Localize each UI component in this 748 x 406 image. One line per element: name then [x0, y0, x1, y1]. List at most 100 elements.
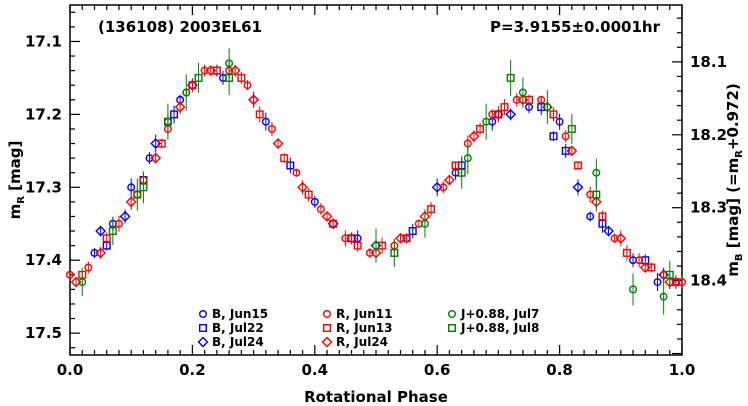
point-r-circle — [439, 183, 448, 192]
point-r-square — [353, 241, 362, 250]
point-r-square — [102, 234, 111, 243]
point-j-square — [457, 168, 466, 177]
legend-label: B, Jun15 — [212, 307, 268, 321]
legend-marker — [448, 324, 457, 333]
point-r-diamond — [492, 108, 504, 120]
point-b-circle — [145, 154, 154, 163]
point-r-square — [647, 263, 656, 272]
point-r-diamond — [272, 138, 284, 149]
point-j-circle — [463, 154, 472, 163]
y-tick-label-left: 17.2 — [25, 105, 62, 123]
point-b-diamond — [95, 225, 107, 237]
point-b-circle — [653, 278, 662, 287]
point-j-square — [194, 73, 203, 82]
point-b-square — [170, 110, 179, 119]
point-j-circle — [543, 103, 552, 112]
y-tick-label-right: 18.3 — [690, 199, 727, 217]
point-r-square — [622, 248, 631, 257]
point-b-square — [549, 132, 558, 141]
point-j-circle — [592, 168, 601, 177]
point-r-circle — [267, 124, 276, 133]
point-r-diamond — [174, 101, 186, 113]
point-r-diamond — [95, 247, 107, 259]
data-points — [65, 48, 687, 315]
annotation-object-name: (136108) 2003EL61 — [98, 18, 262, 36]
point-j-circle — [629, 285, 638, 294]
point-r-circle — [316, 205, 325, 214]
point-b-circle — [127, 183, 136, 192]
point-j-square — [567, 124, 576, 133]
point-r-diamond — [321, 211, 333, 222]
point-r-diamond — [346, 232, 357, 244]
x-tick-label: 0.2 — [179, 361, 206, 379]
x-tick-label: 1.0 — [669, 361, 696, 379]
legend-label: J+0.88, Jul7 — [460, 307, 539, 321]
point-b-circle — [90, 248, 99, 257]
legend-label: J+0.88, Jul8 — [460, 321, 539, 335]
plot-frame — [69, 4, 683, 356]
point-r-square — [427, 205, 436, 214]
point-j-circle — [182, 88, 191, 97]
point-r-square — [671, 278, 680, 287]
point-r-square — [476, 124, 485, 133]
y-tick-label-right: 18.1 — [690, 53, 727, 71]
legend-marker — [323, 310, 332, 319]
point-j-square — [592, 190, 601, 199]
point-r-diamond — [125, 196, 137, 208]
point-r-diamond — [229, 65, 241, 77]
point-b-diamond — [603, 225, 615, 237]
x-axis-title: Rotational Phase — [304, 388, 448, 406]
x-tick-label: 0.8 — [546, 361, 573, 379]
axis-ticks — [69, 5, 683, 355]
y-axis-title-right: mB [mag] (=mR+0.972) — [724, 83, 745, 277]
point-r-square — [402, 234, 411, 243]
point-r-square — [255, 110, 264, 119]
point-j-circle — [133, 190, 142, 199]
point-r-square — [280, 154, 289, 163]
point-r-square — [237, 73, 246, 82]
point-r-circle — [610, 234, 619, 243]
x-tick-label: 0.0 — [57, 361, 84, 379]
point-r-diamond — [150, 152, 162, 164]
point-r-diamond — [205, 65, 217, 77]
point-r-circle — [365, 248, 374, 257]
y-axis-title-left: mR [mag] — [6, 141, 27, 220]
point-j-square — [506, 73, 515, 82]
y-tick-label-right: 18.4 — [690, 272, 727, 290]
point-r-circle — [200, 66, 209, 75]
y-tick-label-left: 17.4 — [25, 251, 62, 269]
point-r-circle — [114, 219, 123, 228]
point-j-square — [665, 270, 674, 279]
point-r-square — [525, 95, 534, 104]
legend-label: R, Jun13 — [336, 321, 392, 335]
legend-marker — [197, 336, 209, 348]
point-j-square — [139, 183, 148, 192]
legend-marker — [448, 310, 457, 319]
point-b-diamond — [119, 211, 131, 222]
axis-tick-labels: 0.0 0.2 0.4 0.6 0.8 1.0 17.1 17.2 17.3 17.4 17.5 18… — [25, 32, 727, 379]
point-b-diamond — [505, 108, 517, 120]
point-r-square — [500, 103, 509, 112]
legend-label: B, Jul24 — [212, 335, 264, 349]
point-r-diamond — [615, 232, 627, 244]
point-r-square — [573, 161, 582, 170]
legend-marker — [321, 336, 333, 348]
legend-marker — [323, 324, 332, 333]
point-j-square — [163, 117, 172, 126]
point-j-square — [390, 248, 399, 257]
point-b-circle — [261, 117, 270, 126]
legend-label: R, Jun11 — [336, 307, 392, 321]
point-j-circle — [420, 219, 429, 228]
point-b-square — [408, 227, 417, 236]
point-r-diamond — [297, 181, 309, 193]
point-j-circle — [518, 88, 527, 97]
point-b-circle — [586, 212, 595, 221]
x-tick-label: 0.6 — [424, 361, 451, 379]
point-b-circle — [310, 197, 319, 206]
point-b-diamond — [572, 181, 584, 193]
point-r-square — [304, 190, 313, 199]
point-r-square — [451, 161, 460, 170]
point-r-circle — [292, 168, 301, 177]
point-r-diamond — [468, 130, 480, 142]
